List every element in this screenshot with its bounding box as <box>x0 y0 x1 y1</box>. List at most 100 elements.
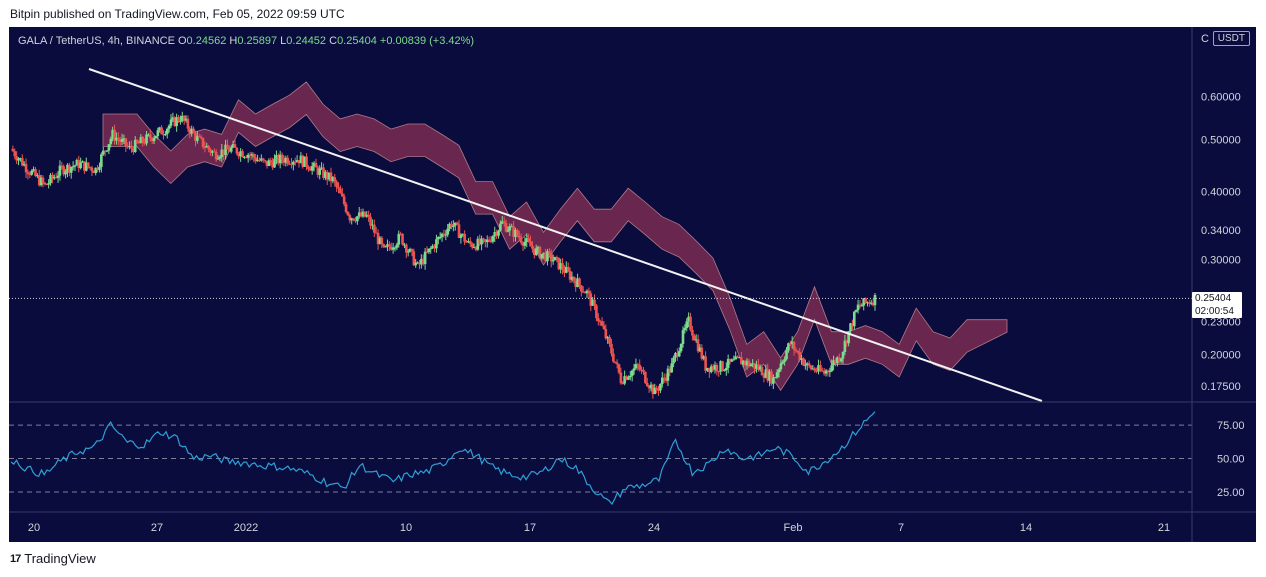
last-price-value: 0.25404 <box>1195 293 1232 305</box>
candle-body <box>68 164 71 173</box>
candle-body <box>523 241 527 246</box>
candle-body <box>365 214 369 217</box>
candle-body <box>453 222 457 226</box>
time-tick-label: 27 <box>151 522 163 534</box>
candle-body <box>194 132 197 141</box>
candle-body <box>64 171 67 175</box>
candle-body <box>188 128 192 134</box>
candle-body <box>427 248 431 253</box>
candle-body <box>542 252 546 255</box>
price-tick-label: 0.34000 <box>1201 225 1241 237</box>
candle-body <box>666 368 670 381</box>
candle-body <box>81 161 84 163</box>
candle-body <box>421 258 425 265</box>
candle-body <box>738 357 741 359</box>
candle-body <box>220 149 224 158</box>
candle-body <box>15 156 18 161</box>
candle-body <box>280 154 284 160</box>
time-tick-label: 14 <box>1020 522 1032 534</box>
candle-body <box>600 321 604 326</box>
candle-body <box>672 357 675 364</box>
candle-body <box>561 263 564 270</box>
currency-button[interactable]: USDT <box>1212 31 1250 46</box>
candle-body <box>440 233 444 237</box>
price-tick-label: 0.60000 <box>1201 91 1241 103</box>
candle-body <box>689 316 692 330</box>
candle-body <box>47 183 50 185</box>
descending-trendline[interactable] <box>88 68 1043 402</box>
candle-body <box>448 223 451 229</box>
candle-body <box>107 144 111 151</box>
candle-body <box>596 318 600 322</box>
candle-body <box>788 343 792 345</box>
candle-body <box>521 242 525 246</box>
rsi-tick-label: 50.00 <box>1217 454 1245 466</box>
candle-body <box>340 193 344 197</box>
candle-body <box>467 241 470 243</box>
candle-body <box>226 144 229 150</box>
candle-body <box>369 216 372 226</box>
candle-body <box>583 291 587 294</box>
candle-body <box>374 232 378 234</box>
candle-body <box>322 167 325 178</box>
candle-body <box>702 356 706 359</box>
candle-body <box>173 117 177 127</box>
candle-body <box>585 290 589 294</box>
time-tick-label: 2022 <box>234 522 258 534</box>
candle-body <box>736 356 739 358</box>
candle-body <box>49 174 52 184</box>
candle-body <box>463 233 466 242</box>
candle-body <box>800 358 803 360</box>
candle-body <box>587 290 591 294</box>
candle-body <box>401 233 404 245</box>
candle-body <box>828 371 832 373</box>
candle-body <box>111 129 114 139</box>
candle-body <box>482 238 485 240</box>
candle-body <box>17 158 20 161</box>
candle-body <box>260 158 263 161</box>
candle-body <box>604 328 608 339</box>
candle-body <box>551 260 555 262</box>
candle-body <box>743 360 747 366</box>
candle-body <box>211 151 214 153</box>
candle-body <box>406 251 410 253</box>
time-tick-label: 21 <box>1158 522 1170 534</box>
candle-body <box>536 247 540 249</box>
candle-body <box>649 384 653 389</box>
candle-body <box>320 167 323 169</box>
time-tick-label: Feb <box>784 522 803 534</box>
candle-body <box>425 251 429 253</box>
candle-body <box>770 371 773 384</box>
candle-body <box>591 299 594 306</box>
candle-body <box>489 241 493 243</box>
candle-body <box>342 196 346 205</box>
time-tick-label: 20 <box>28 522 40 534</box>
candle-body <box>239 151 242 157</box>
candle-body <box>724 367 728 371</box>
price-tick-label: 0.23000 <box>1201 317 1241 329</box>
candle-body <box>659 383 662 391</box>
candle-body <box>854 310 858 312</box>
candle-body <box>184 118 188 121</box>
candle-body <box>525 238 529 242</box>
candle-body <box>706 367 709 371</box>
candle-body <box>581 291 585 293</box>
candle-body <box>276 155 280 164</box>
candle-body <box>796 350 800 352</box>
chart-svg[interactable]: 0.60000 0.50000 0.40000 0.34000 0.30000 0.230… <box>9 27 1256 542</box>
candle-body <box>162 134 165 136</box>
candle-body <box>790 341 794 344</box>
candle-body <box>809 365 813 369</box>
legend-high: 0.25897 <box>237 35 278 47</box>
legend-close-label: C <box>329 35 338 47</box>
candle-body <box>564 266 568 273</box>
chart-frame[interactable]: 0.60000 0.50000 0.40000 0.34000 0.30000 0.230… <box>9 27 1256 542</box>
candle-body <box>292 161 295 165</box>
footer-brand[interactable]: 17 TradingView <box>10 551 96 566</box>
candle-body <box>510 226 514 228</box>
candle-body <box>779 363 783 370</box>
candle-body <box>632 368 636 371</box>
candle-body <box>196 136 199 141</box>
candle-body <box>668 368 672 373</box>
candle-body <box>171 117 175 120</box>
